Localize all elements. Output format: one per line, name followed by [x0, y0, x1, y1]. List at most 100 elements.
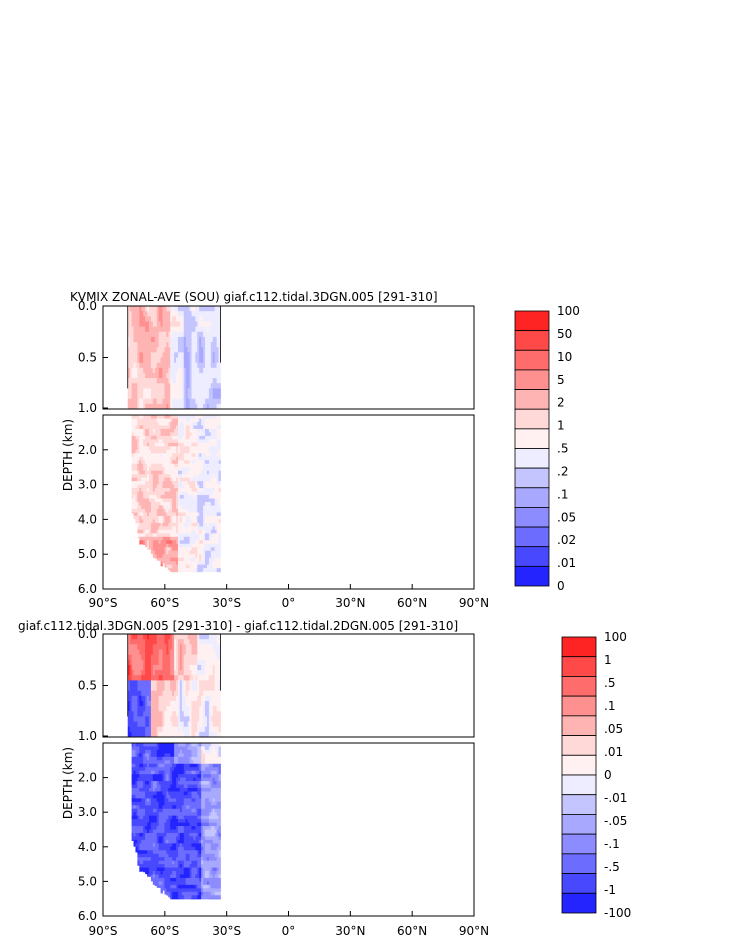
heatmap-cell	[189, 347, 192, 353]
heatmap-cell	[216, 536, 219, 541]
heatmap-cell	[135, 460, 138, 465]
heatmap-cell	[195, 311, 198, 317]
heatmap-cell	[205, 336, 208, 343]
heatmap-cell	[152, 331, 156, 338]
heatmap-cell	[156, 505, 160, 510]
heatmap-cell	[139, 801, 142, 806]
heatmap-cell	[148, 871, 152, 875]
heatmap-cell	[203, 519, 206, 524]
heatmap-cell	[135, 428, 138, 433]
heatmap-cell	[206, 467, 210, 472]
heatmap-cell	[183, 540, 187, 545]
heatmap-cell	[166, 442, 169, 447]
heatmap-cell	[172, 306, 175, 312]
heatmap-cell	[164, 519, 167, 524]
heatmap-cell	[133, 770, 136, 775]
heatmap-cell	[210, 502, 214, 506]
heatmap-cell	[148, 639, 152, 645]
heatmap-cell	[201, 453, 204, 458]
heatmap-cell	[147, 649, 150, 655]
heatmap-cell	[162, 877, 165, 882]
heatmap-cell	[176, 470, 179, 475]
y-tick-label: 3.0	[78, 478, 97, 492]
heatmap-cell	[189, 367, 192, 374]
heatmap-cell	[172, 477, 175, 482]
heatmap-cell	[179, 690, 183, 697]
heatmap-cell	[150, 547, 154, 552]
heatmap-cell	[195, 321, 198, 327]
heatmap-cell	[150, 491, 154, 496]
heatmap-cell	[135, 836, 138, 841]
heatmap-cell	[195, 550, 198, 555]
heatmap-cell	[183, 415, 187, 419]
heatmap-cell	[150, 449, 154, 454]
heatmap-cell	[206, 357, 210, 364]
heatmap-cell	[129, 388, 132, 394]
heatmap-cell	[141, 749, 144, 754]
heatmap-cell	[150, 383, 154, 389]
heatmap-cell	[189, 767, 192, 772]
heatmap-cell	[148, 864, 152, 868]
heatmap-cell	[145, 763, 148, 768]
heatmap-cell	[160, 836, 163, 841]
heatmap-cell	[199, 460, 202, 465]
heatmap-cell	[148, 512, 152, 517]
heatmap-cell	[195, 505, 198, 510]
heatmap-cell	[147, 819, 150, 823]
heatmap-cell	[201, 342, 204, 348]
heatmap-cell	[191, 425, 194, 430]
heatmap-cell	[139, 378, 142, 384]
heatmap-cell	[197, 418, 200, 423]
heatmap-cell	[172, 746, 175, 751]
heatmap-cell	[141, 801, 144, 806]
heatmap-cell	[199, 336, 202, 343]
heatmap-cell	[177, 547, 181, 552]
heatmap-cell	[158, 787, 161, 792]
heatmap-cell	[170, 398, 173, 405]
heatmap-cell	[172, 474, 175, 479]
heatmap-cell	[174, 463, 177, 468]
heatmap-cell	[210, 519, 214, 524]
heatmap-cell	[197, 442, 200, 447]
heatmap-cell	[197, 388, 200, 394]
heatmap-cell	[179, 767, 183, 772]
heatmap-cell	[183, 512, 187, 517]
y-tick-label: 4.0	[78, 512, 97, 526]
heatmap-cell	[154, 767, 158, 772]
heatmap-cell	[189, 474, 192, 479]
heatmap-cell	[156, 367, 160, 374]
heatmap-cell	[212, 456, 216, 461]
heatmap-cell	[160, 418, 163, 423]
heatmap-cell	[168, 700, 171, 707]
heatmap-cell	[154, 393, 158, 400]
heatmap-cell	[139, 352, 142, 358]
heatmap-cell	[168, 522, 171, 527]
heatmap-cell	[199, 449, 202, 454]
heatmap-cell	[179, 316, 183, 322]
heatmap-cell	[218, 477, 221, 482]
heatmap-cell	[181, 326, 185, 333]
heatmap-cell	[174, 571, 177, 573]
heatmap-cell	[145, 477, 148, 482]
heatmap-cell	[210, 432, 214, 437]
heatmap-cell	[216, 331, 219, 338]
heatmap-cell	[218, 449, 221, 454]
heatmap-cell	[147, 357, 150, 364]
heatmap-cell	[143, 746, 146, 751]
heatmap-cell	[183, 781, 187, 785]
heatmap-cell	[137, 498, 140, 503]
heatmap-cell	[156, 812, 160, 817]
heatmap-cell	[201, 378, 204, 384]
heatmap-cell	[139, 700, 142, 707]
heatmap-cell	[158, 731, 161, 738]
heatmap-cell	[154, 706, 158, 712]
heatmap-cell	[137, 726, 140, 733]
heatmap-cell	[179, 505, 183, 510]
heatmap-cell	[158, 388, 161, 394]
heatmap-cell	[150, 853, 154, 858]
heatmap-cell	[214, 502, 218, 506]
heatmap-cell	[172, 505, 175, 510]
heatmap-cell	[201, 306, 204, 312]
heatmap-cell	[218, 418, 221, 423]
heatmap-cell	[133, 428, 136, 433]
